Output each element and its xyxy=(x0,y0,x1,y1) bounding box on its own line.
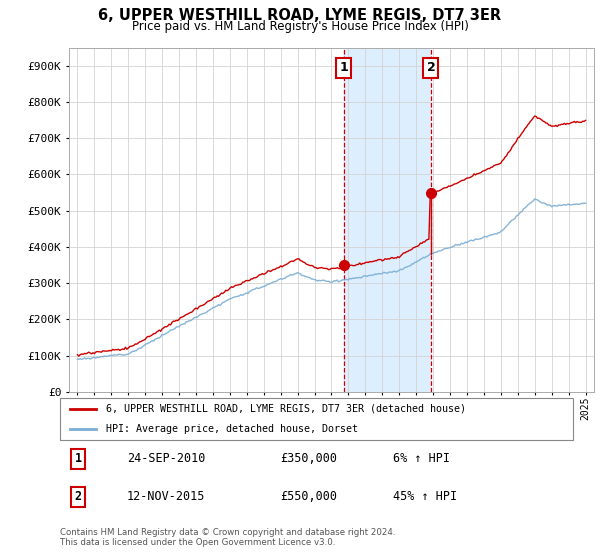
Text: 12-NOV-2015: 12-NOV-2015 xyxy=(127,491,205,503)
Text: 6% ↑ HPI: 6% ↑ HPI xyxy=(394,452,451,465)
Text: 2: 2 xyxy=(74,491,82,503)
Text: 24-SEP-2010: 24-SEP-2010 xyxy=(127,452,205,465)
Text: 1: 1 xyxy=(74,452,82,465)
Text: Price paid vs. HM Land Registry's House Price Index (HPI): Price paid vs. HM Land Registry's House … xyxy=(131,20,469,33)
Text: 6, UPPER WESTHILL ROAD, LYME REGIS, DT7 3ER: 6, UPPER WESTHILL ROAD, LYME REGIS, DT7 … xyxy=(98,8,502,24)
Text: £550,000: £550,000 xyxy=(281,491,338,503)
Text: 2: 2 xyxy=(427,62,435,74)
Text: HPI: Average price, detached house, Dorset: HPI: Average price, detached house, Dors… xyxy=(106,424,358,434)
Text: Contains HM Land Registry data © Crown copyright and database right 2024.
This d: Contains HM Land Registry data © Crown c… xyxy=(60,528,395,547)
Text: 6, UPPER WESTHILL ROAD, LYME REGIS, DT7 3ER (detached house): 6, UPPER WESTHILL ROAD, LYME REGIS, DT7 … xyxy=(106,404,466,414)
Text: 1: 1 xyxy=(340,62,348,74)
Text: 45% ↑ HPI: 45% ↑ HPI xyxy=(394,491,458,503)
Text: £350,000: £350,000 xyxy=(281,452,338,465)
